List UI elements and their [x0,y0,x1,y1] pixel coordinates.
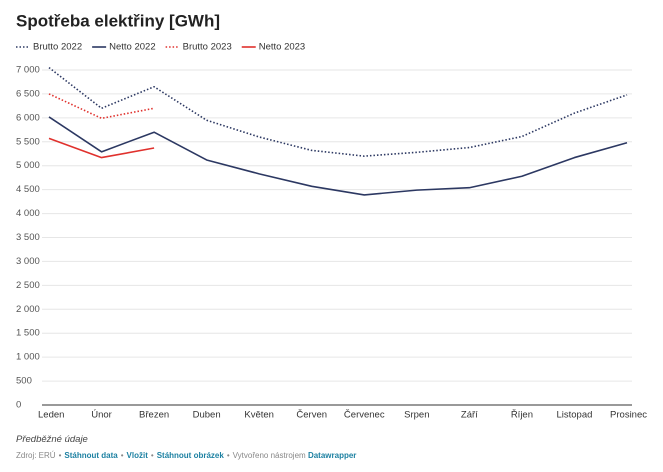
y-tick-label: 4 000 [16,208,40,219]
x-tick-label: Červen [296,410,327,421]
y-tick-label: 0 [16,400,21,411]
legend-item: Netto 2023 [241,42,305,53]
x-tick-label: Září [461,410,478,421]
x-tick-label: Listopad [556,410,592,421]
series-line [48,137,155,159]
note: Předběžné údaje [16,434,88,445]
y-tick-label: 4 500 [16,184,40,195]
footer: Předběžné údaje Zdroj: ERÚ • Stáhnout data… [16,434,356,460]
legend-label: Netto 2023 [259,42,305,53]
separator: • [120,451,124,460]
y-tick-label: 7 000 [16,65,40,76]
y-tick-label: 6 500 [16,88,40,99]
y-tick-label: 3 500 [16,232,40,243]
chart: Spotřeba elektřiny [GWh] 0 500 1 000 1 500 2… [16,11,647,421]
legend-label: Brutto 2023 [183,42,232,53]
separator: • [58,451,62,460]
legend-item: Brutto 2023 [165,42,232,53]
link[interactable]: Vložit [126,451,148,460]
y-tick-label: 1 500 [16,328,40,339]
series-line [48,93,155,120]
link[interactable]: Stáhnout data [64,451,118,460]
series-line [48,66,628,157]
x-tick-label: Květen [244,410,274,421]
credit-link[interactable]: Datawrapper [307,451,357,460]
y-tick-label: 1 000 [16,352,40,363]
x-tick-label: Březen [139,410,169,421]
separator: • [226,451,230,460]
credit: Vytvořeno nástrojem [232,451,306,460]
y-tick-label: 500 [16,376,32,387]
series-line [48,116,628,196]
x-tick-label: Leden [38,410,64,421]
legend-label: Netto 2022 [109,42,155,53]
y-tick-label: 5 000 [16,160,40,171]
x-tick-label: Únor [91,410,112,421]
separator: • [150,451,154,460]
y-tick-label: 3 000 [16,256,40,267]
x-tick-label: Červenec [344,410,385,421]
legend-item: Netto 2022 [92,42,156,53]
x-tick-label: Říjen [511,410,533,421]
y-tick-label: 2 000 [16,304,40,315]
x-tick-label: Srpen [404,410,429,421]
y-tick-label: 6 000 [16,112,40,123]
x-tick-label: Prosinec [610,410,647,421]
legend-item: Brutto 2022 [16,42,82,53]
link[interactable]: Stáhnout obrázek [156,451,224,460]
source-line: Zdroj: ERÚ • Stáhnout data • Vložit • Stáhnout… [16,451,356,460]
x-tick-label: Duben [193,410,221,421]
y-tick-label: 2 500 [16,280,40,291]
chart-title: Spotřeba elektřiny [GWh] [16,11,220,30]
y-tick-label: 5 500 [16,136,40,147]
legend-label: Brutto 2022 [33,42,82,53]
source: Zdroj: ERÚ [16,451,56,460]
